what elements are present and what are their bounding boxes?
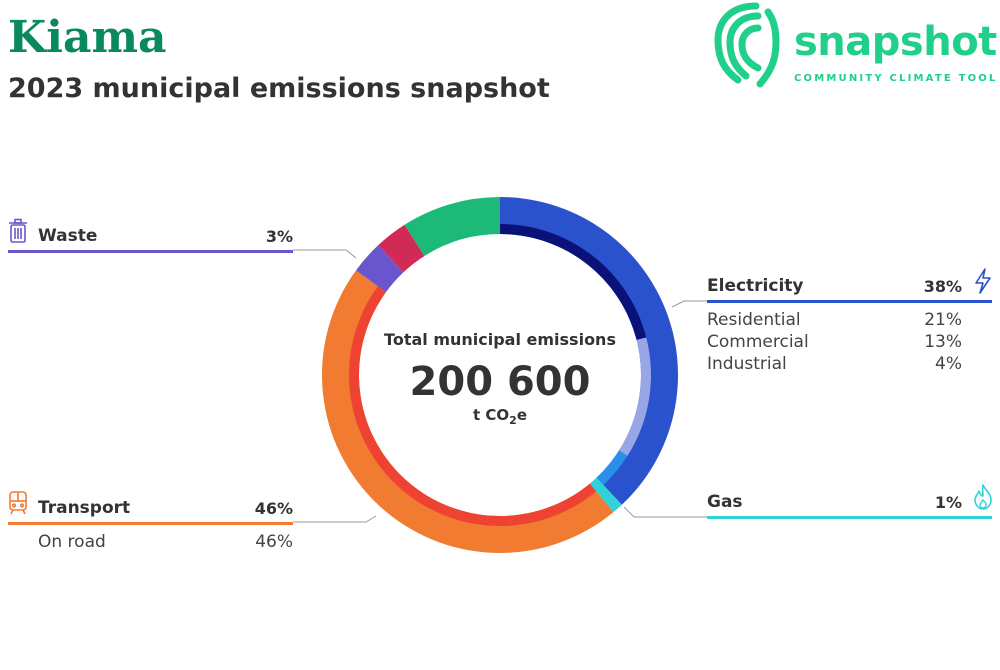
legend-rule-transport [8,522,293,525]
fingerprint-logo-icon [714,2,780,88]
inner-segment-on-road [348,286,597,526]
legend-sub-pct: 21% [924,310,962,330]
trash-bin-icon [9,218,27,243]
snapshot-logo: snapshot COMMUNITY CLIMATE TOOL [712,0,1000,92]
legend-rule-electricity [707,300,992,303]
outer-segment-segment-4 [378,224,425,273]
inner-segment-residential [500,224,647,340]
legend-pct-gas: 1% [934,493,962,512]
legend-waste: Waste 3% [8,218,293,253]
inner-segment-gas-sub [589,477,604,492]
leader-line-electricity [671,300,707,308]
inner-ring [348,224,651,526]
page-subtitle: 2023 municipal emissions snapshot [8,73,550,104]
legend-sub-pct: 4% [935,354,962,374]
legend-sub-row: Residential 21% [707,307,962,330]
legend-electricity: Electricity 38% Residential 21% Commerci… [707,268,992,374]
legend-pct-transport: 46% [254,499,293,518]
legend-sub-label: Industrial [707,354,787,374]
center-label: Total municipal emissions [384,330,616,349]
legend-sub-row: Commercial 13% [707,329,962,352]
legend-sub-label: On road [38,532,106,552]
emissions-unit: t CO2e [473,406,527,427]
page-title: Kiama [8,12,167,63]
legend-label-electricity: Electricity [707,276,804,296]
legend-pct-electricity: 38% [923,277,962,296]
inner-segment-commercial [619,337,651,456]
legend-sub-row: On road 46% [38,529,293,552]
legend-sub-pct: 13% [924,332,962,352]
legend-sub-pct: 46% [255,532,293,552]
outer-segment-segment-5 [404,197,500,256]
leader-line-transport [293,515,377,523]
legend-transport: Transport 46% On road 46% [8,491,293,552]
logo-tagline: COMMUNITY CLIMATE TOOL [794,73,998,84]
legend-label-transport: Transport [38,498,131,518]
lightning-bolt-icon [975,268,991,294]
legend-sub-row: Industrial 4% [707,351,962,374]
legend-sub-label: Residential [707,310,801,330]
legend-label-waste: Waste [38,226,98,246]
train-icon [9,491,27,515]
legend-gas: Gas 1% [707,484,992,519]
outer-segment-waste [355,245,404,293]
outer-segment-electricity [500,197,678,505]
legend-pct-waste: 3% [265,227,293,246]
inner-segment-industrial [596,450,628,486]
flame-icon [974,484,992,510]
leader-lines [293,249,707,523]
legend-label-gas: Gas [707,492,743,512]
total-emissions-value: 200 600 [410,359,591,405]
legend-sub-label: Commercial [707,332,809,352]
legend-rule-gas [707,516,992,519]
logo-wordmark: snapshot [794,19,997,65]
leader-line-waste [293,249,357,259]
leader-line-gas [623,506,707,518]
legend-rule-waste [8,250,293,253]
